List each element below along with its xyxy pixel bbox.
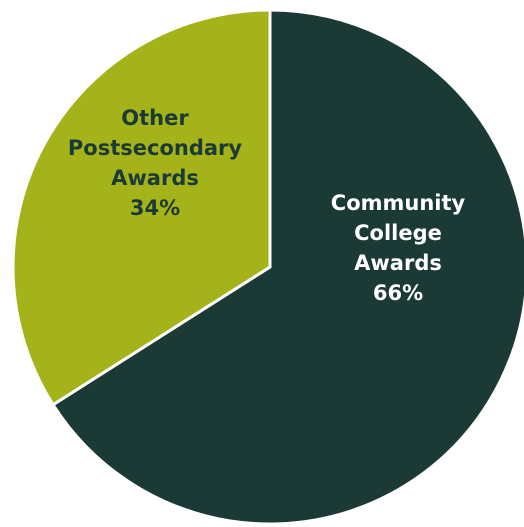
slice-category-label: Community <box>331 191 466 215</box>
slice-label: Other Postsecondary Awards 34% <box>68 106 242 220</box>
slice-category-label: College <box>354 221 442 245</box>
slice-value-label: 34% <box>130 196 180 220</box>
slice-category-label: Other <box>121 106 189 130</box>
pie-labels: Community College Awards 66% Other Postsecond… <box>68 106 466 305</box>
pie-slice-other-postsecondary-awards <box>11 8 272 407</box>
slice-category-label: Postsecondary <box>68 136 242 160</box>
slice-value-label: 66% <box>373 281 423 305</box>
slice-label: Community College Awards 66% <box>331 191 466 305</box>
pie-slices <box>11 8 524 526</box>
pie-slice-community-college-awards <box>51 8 524 526</box>
slice-category-label: Awards <box>111 166 199 190</box>
slice-category-label: Awards <box>354 251 442 275</box>
